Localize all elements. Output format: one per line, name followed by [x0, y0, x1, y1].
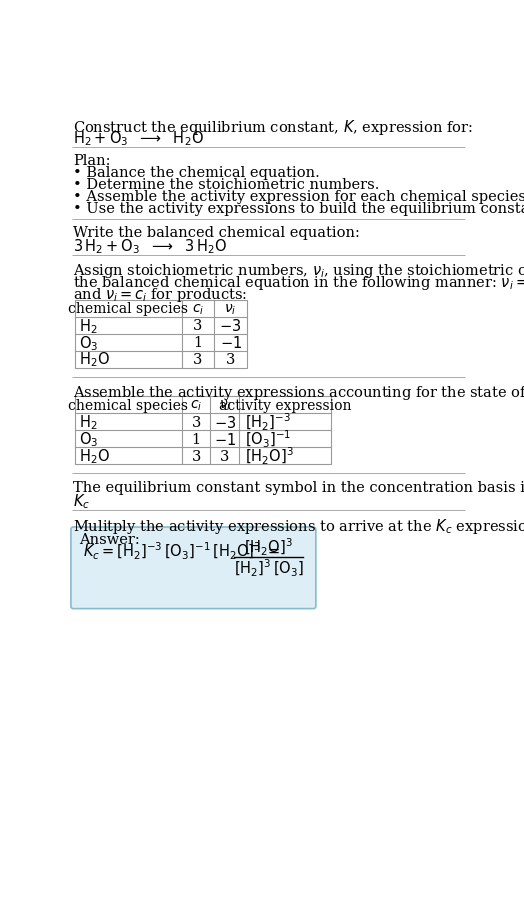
Text: $\mathrm{H_2O}$: $\mathrm{H_2O}$: [80, 446, 111, 465]
Text: $[\mathrm{H_2O}]^{3}$: $[\mathrm{H_2O}]^{3}$: [245, 446, 294, 467]
Text: $c_i$: $c_i$: [190, 399, 202, 413]
Bar: [75, 300, 247, 368]
Text: $\nu_i$: $\nu_i$: [219, 399, 231, 413]
Text: 3: 3: [226, 353, 235, 367]
Text: Assign stoichiometric numbers, $\nu_i$, using the stoichiometric coefficients, $: Assign stoichiometric numbers, $\nu_i$, …: [73, 262, 524, 280]
Text: $\mathrm{H_2O}$: $\mathrm{H_2O}$: [80, 350, 111, 369]
Text: activity expression: activity expression: [219, 399, 351, 412]
Text: • Use the activity expressions to build the equilibrium constant expression.: • Use the activity expressions to build …: [73, 201, 524, 216]
Text: The equilibrium constant symbol in the concentration basis is:: The equilibrium constant symbol in the c…: [73, 480, 524, 494]
FancyBboxPatch shape: [71, 528, 316, 609]
Text: the balanced chemical equation in the following manner: $\nu_i = -c_i$ for react: the balanced chemical equation in the fo…: [73, 273, 524, 291]
Text: $\mathrm{H_2}$: $\mathrm{H_2}$: [80, 413, 98, 432]
Text: $c_i$: $c_i$: [192, 302, 204, 317]
Text: and $\nu_i = c_i$ for products:: and $\nu_i = c_i$ for products:: [73, 286, 247, 303]
Text: $[\mathrm{H_2O}]^{3}$: $[\mathrm{H_2O}]^{3}$: [244, 536, 293, 557]
Text: $\mathrm{H_2 + O_3}$  $\longrightarrow$  $\mathrm{H_2O}$: $\mathrm{H_2 + O_3}$ $\longrightarrow$ $…: [73, 129, 204, 148]
Text: Mulitply the activity expressions to arrive at the $K_c$ expression:: Mulitply the activity expressions to arr…: [73, 516, 524, 535]
Text: 3: 3: [193, 319, 203, 333]
Text: $\mathrm{O_3}$: $\mathrm{O_3}$: [80, 334, 99, 352]
Text: $\mathrm{O_3}$: $\mathrm{O_3}$: [80, 430, 99, 448]
Text: Construct the equilibrium constant, $K$, expression for:: Construct the equilibrium constant, $K$,…: [73, 117, 473, 136]
Text: Answer:: Answer:: [80, 533, 140, 547]
Text: $\mathrm{H_2}$: $\mathrm{H_2}$: [80, 317, 98, 336]
Bar: [75, 397, 331, 465]
Text: $\nu_i$: $\nu_i$: [224, 302, 237, 317]
Text: • Balance the chemical equation.: • Balance the chemical equation.: [73, 166, 320, 179]
Text: $K_c = [\mathrm{H_2}]^{-3} \, [\mathrm{O_3}]^{-1} \, [\mathrm{H_2O}]^{3} \; = $: $K_c = [\mathrm{H_2}]^{-3} \, [\mathrm{O…: [83, 540, 279, 562]
Text: Write the balanced chemical equation:: Write the balanced chemical equation:: [73, 226, 360, 240]
Text: chemical species: chemical species: [68, 302, 188, 316]
Text: chemical species: chemical species: [68, 399, 188, 412]
Text: 1: 1: [193, 336, 203, 350]
Text: 3: 3: [191, 449, 201, 464]
Text: $\mathrm{3\,H_2 + O_3}$  $\longrightarrow$  $\mathrm{3\,H_2O}$: $\mathrm{3\,H_2 + O_3}$ $\longrightarrow…: [73, 237, 227, 256]
Text: 3: 3: [220, 449, 230, 464]
Text: • Determine the stoichiometric numbers.: • Determine the stoichiometric numbers.: [73, 178, 379, 191]
Text: • Assemble the activity expression for each chemical species.: • Assemble the activity expression for e…: [73, 189, 524, 203]
Text: $-1$: $-1$: [214, 431, 236, 447]
Text: $[\mathrm{H_2}]^{-3}$: $[\mathrm{H_2}]^{-3}$: [245, 412, 291, 433]
Text: $-3$: $-3$: [214, 414, 236, 430]
Text: $[\mathrm{H_2}]^{3} \, [\mathrm{O_3}]$: $[\mathrm{H_2}]^{3} \, [\mathrm{O_3}]$: [234, 557, 303, 579]
Text: 3: 3: [191, 416, 201, 429]
Text: 1: 1: [192, 432, 201, 446]
Text: $-3$: $-3$: [220, 318, 242, 334]
Text: Assemble the activity expressions accounting for the state of matter and $\nu_i$: Assemble the activity expressions accoun…: [73, 383, 524, 401]
Text: 3: 3: [193, 353, 203, 367]
Text: Plan:: Plan:: [73, 153, 111, 168]
Text: $-1$: $-1$: [220, 335, 242, 351]
Text: $K_c$: $K_c$: [73, 492, 90, 511]
Text: $[\mathrm{O_3}]^{-1}$: $[\mathrm{O_3}]^{-1}$: [245, 428, 291, 450]
